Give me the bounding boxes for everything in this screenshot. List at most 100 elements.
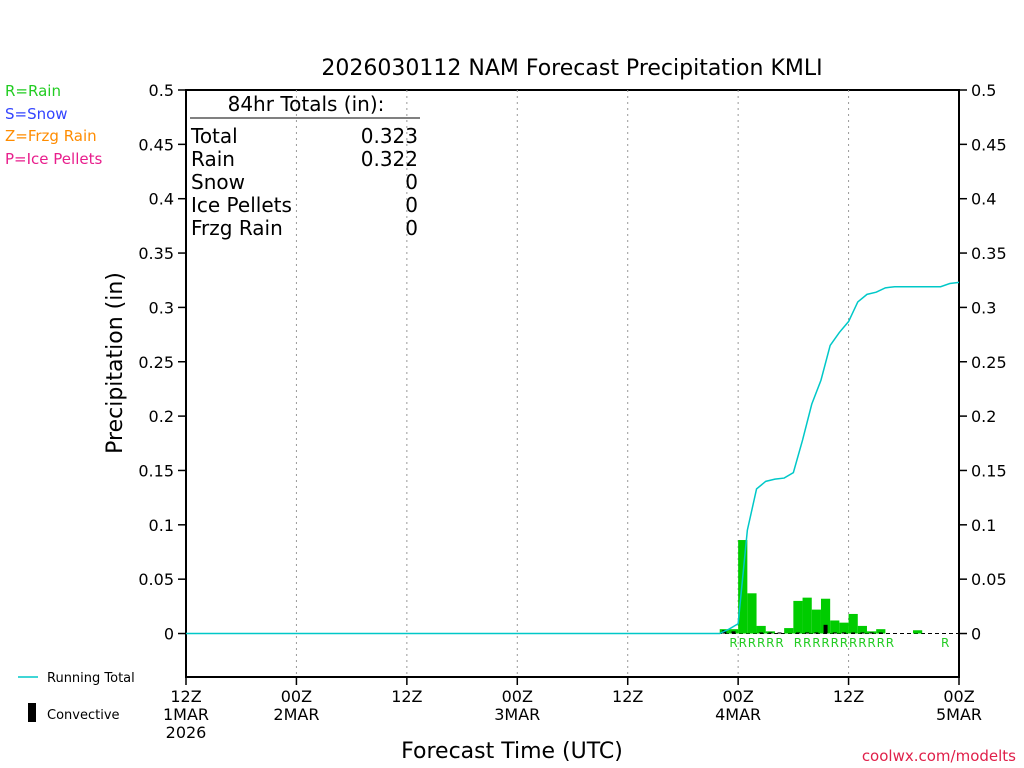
y-tick-label-right: 0.4	[971, 190, 996, 209]
y-tick-label-left: 0	[164, 625, 174, 644]
ptype-marker: R	[803, 636, 811, 650]
convective-bar	[795, 632, 800, 634]
y-tick-label-right: 0.35	[971, 244, 1007, 263]
rain-bar	[876, 629, 886, 634]
x-tick-label: 12Z	[833, 687, 864, 706]
y-tick-label-left: 0.2	[149, 407, 174, 426]
convective-bar	[814, 632, 819, 634]
convective-bar	[832, 632, 837, 634]
convective-bar	[841, 632, 846, 634]
y-tick-label-left: 0.25	[138, 353, 174, 372]
y-tick-label-left: 0.3	[149, 298, 174, 317]
totals-value-ice-pellets: 0	[405, 193, 418, 217]
convective-bar	[878, 632, 883, 634]
totals-box: 84hr Totals (in): Total 0.323 Rain 0.322…	[190, 92, 420, 240]
x-tick-date-label: 1MAR	[163, 705, 209, 724]
ptype-marker: R	[775, 636, 783, 650]
rain-bar	[811, 609, 821, 634]
convective-bars	[722, 624, 883, 634]
totals-label-frzg-rain: Frzg Rain	[191, 216, 283, 240]
ptype-marker: R	[729, 636, 737, 650]
totals-label-ice-pellets: Ice Pellets	[191, 193, 292, 217]
totals-value-rain: 0.322	[361, 147, 418, 171]
totals-label-snow: Snow	[191, 170, 245, 194]
x-axis-title: Forecast Time (UTC)	[401, 739, 623, 764]
x-tick-date-label: 4MAR	[715, 705, 761, 724]
y-tick-label-left: 0.1	[149, 516, 174, 535]
convective-legend-swatch	[28, 703, 36, 722]
convective-legend-label: Convective	[47, 708, 120, 723]
y-axis: 0 00.05 0.050.1 0.10.15 0.150.2 0.20.25 0.250.…	[138, 81, 1006, 644]
running-total-line	[186, 281, 960, 635]
x-tick-label: 12Z	[170, 687, 201, 706]
ptype-marker: R	[941, 636, 949, 650]
y-tick-label-right: 0	[971, 625, 981, 644]
rain-bar	[848, 613, 858, 634]
x-tick-date-label: 2MAR	[273, 705, 319, 724]
ptype-marker: R	[867, 636, 875, 650]
totals-value-snow: 0	[405, 170, 418, 194]
rain-bar	[784, 628, 794, 634]
ptype-marker: R	[812, 636, 820, 650]
totals-value-total: 0.323	[361, 124, 418, 148]
totals-heading: 84hr Totals (in):	[228, 92, 385, 116]
convective-bar	[823, 624, 828, 634]
x-tick-label: 00Z	[502, 687, 533, 706]
x-tick-label: 12Z	[391, 687, 422, 706]
convective-bar	[731, 631, 736, 634]
y-tick-label-right: 0.45	[971, 135, 1007, 154]
ptype-marker: R	[858, 636, 866, 650]
y-tick-label-right: 0.1	[971, 516, 996, 535]
rain-bar	[912, 630, 923, 634]
ptype-marker: R	[840, 636, 848, 650]
ptype-marker: R	[748, 636, 756, 650]
convective-bar	[860, 632, 865, 634]
rain-bar	[756, 625, 766, 634]
x-tick-date-label: 5MAR	[936, 705, 982, 724]
ptype-legend-frzg-rain: Z=Frzg Rain	[5, 127, 97, 145]
y-axis-title: Precipitation (in)	[103, 272, 128, 454]
y-tick-label-right: 0.25	[971, 353, 1007, 372]
convective-bar	[759, 632, 764, 634]
rain-bar	[802, 597, 812, 634]
convective-bar	[777, 632, 782, 634]
rain-bar	[830, 620, 840, 634]
x-tick-label: 00Z	[722, 687, 753, 706]
y-tick-label-left: 0.35	[138, 244, 174, 263]
rain-bar	[839, 622, 849, 634]
x-tick-date-label: 3MAR	[494, 705, 540, 724]
ptype-marker: R	[757, 636, 765, 650]
x-tick-label: 00Z	[943, 687, 974, 706]
y-tick-label-left: 0.45	[138, 135, 174, 154]
convective-bar	[768, 632, 773, 634]
y-tick-label-left: 0.05	[138, 570, 174, 589]
ptype-marker: R	[849, 636, 857, 650]
series-legend: Running Total Convective	[18, 671, 135, 723]
chart-title: 2026030112 NAM Forecast Precipitation KM…	[321, 56, 822, 81]
y-tick-label-left: 0.4	[149, 190, 174, 209]
totals-label-total: Total	[190, 124, 238, 148]
x-tick-year-label: 2026	[166, 723, 207, 742]
rain-bar	[747, 593, 757, 634]
convective-bar	[851, 632, 856, 634]
y-tick-label-right: 0.05	[971, 570, 1007, 589]
ptype-legend-snow: S=Snow	[5, 105, 68, 123]
ptype-marker: R	[821, 636, 829, 650]
totals-value-frzg-rain: 0	[405, 216, 418, 240]
y-tick-label-left: 0.15	[138, 461, 174, 480]
convective-bar	[869, 632, 874, 634]
rain-bar	[820, 598, 831, 634]
x-tick-label: 00Z	[281, 687, 312, 706]
plot-frame	[185, 89, 960, 678]
running-total-legend-label: Running Total	[47, 671, 135, 686]
ptype-marker: R	[831, 636, 839, 650]
rain-bar	[857, 625, 867, 634]
ptype-marker: R	[877, 636, 885, 650]
rain-bar	[793, 600, 803, 634]
ptype-legend: R=Rain S=Snow Z=Frzg Rain P=Ice Pellets	[5, 82, 102, 168]
ptype-marker: R	[794, 636, 802, 650]
x-tick-label: 12Z	[612, 687, 643, 706]
